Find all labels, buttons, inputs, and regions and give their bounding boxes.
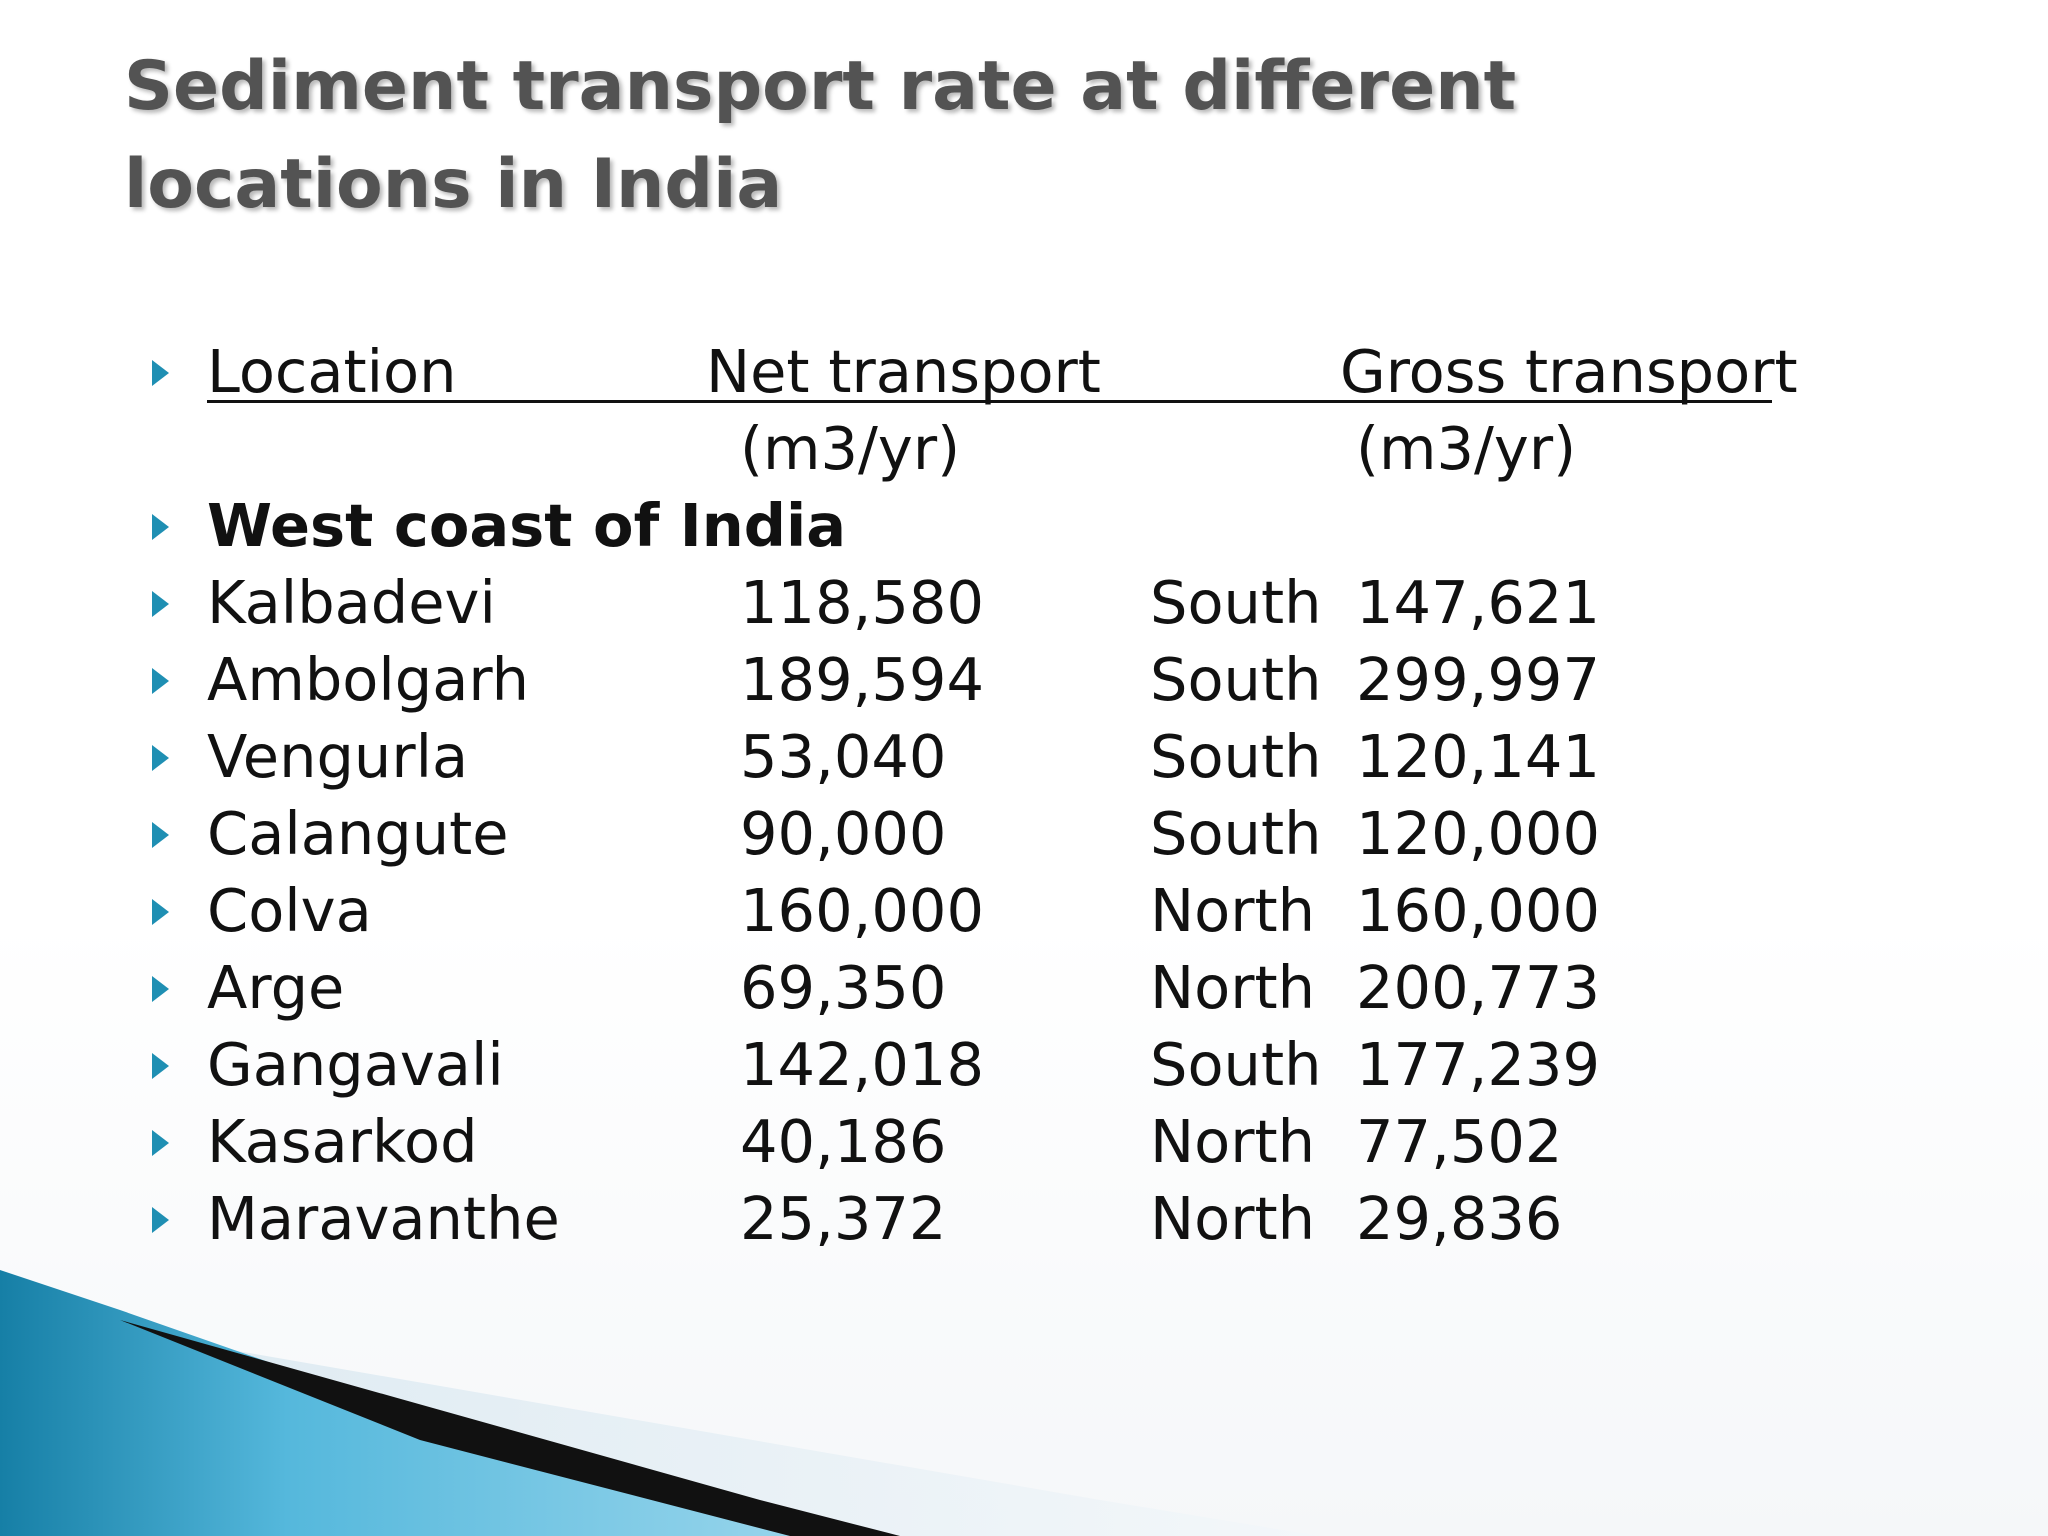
location-cell: Maravanthe — [207, 1184, 560, 1253]
triangle-bullet-icon — [152, 1053, 169, 1079]
gross-transport-cell: 177,239 — [1356, 1030, 1600, 1099]
table-row: Maravanthe 25,372 North 29,836 — [0, 1180, 2048, 1258]
gross-transport-cell: 29,836 — [1356, 1184, 1563, 1253]
direction-cell: South — [1150, 1030, 1322, 1099]
triangle-bullet-icon — [152, 745, 169, 771]
header-row: Location Net transport Gross transport — [0, 333, 2048, 411]
net-transport-cell: 40,186 — [740, 1107, 947, 1176]
gross-transport-cell: 120,000 — [1356, 799, 1600, 868]
header-underline — [207, 400, 1772, 403]
triangle-bullet-icon — [152, 668, 169, 694]
section-row: West coast of India — [0, 487, 2048, 565]
header-net-transport: Net transport — [706, 337, 1101, 406]
triangle-bullet-icon — [152, 360, 169, 386]
triangle-bullet-icon — [152, 899, 169, 925]
net-transport-cell: 90,000 — [740, 799, 947, 868]
gross-transport-cell: 77,502 — [1356, 1107, 1563, 1176]
location-cell: Ambolgarh — [207, 645, 529, 714]
direction-cell: North — [1150, 1184, 1316, 1253]
blue-wave-shape — [0, 1270, 820, 1536]
triangle-bullet-icon — [152, 976, 169, 1002]
direction-cell: South — [1150, 799, 1322, 868]
net-transport-cell: 142,018 — [740, 1030, 984, 1099]
direction-cell: North — [1150, 1107, 1316, 1176]
direction-cell: South — [1150, 645, 1322, 714]
gross-transport-cell: 299,997 — [1356, 645, 1600, 714]
table-row: Vengurla 53,040 South 120,141 — [0, 718, 2048, 796]
triangle-bullet-icon — [152, 591, 169, 617]
table-row: Kasarkod 40,186 North 77,502 — [0, 1103, 2048, 1181]
triangle-bullet-icon — [152, 822, 169, 848]
table-row: Colva 160,000 North 160,000 — [0, 872, 2048, 950]
direction-cell: North — [1150, 876, 1316, 945]
table-row: Arge 69,350 North 200,773 — [0, 949, 2048, 1027]
net-transport-cell: 189,594 — [740, 645, 984, 714]
location-cell: Arge — [207, 953, 345, 1022]
decorative-wave-graphic — [0, 1270, 1320, 1536]
table-row: Ambolgarh 189,594 South 299,997 — [0, 641, 2048, 719]
direction-cell: South — [1150, 722, 1322, 791]
gross-transport-cell: 147,621 — [1356, 568, 1600, 637]
header-gross-transport: Gross transport — [1340, 337, 1798, 406]
net-transport-cell: 53,040 — [740, 722, 947, 791]
net-transport-cell: 118,580 — [740, 568, 984, 637]
gross-transport-cell: 200,773 — [1356, 953, 1600, 1022]
location-cell: Kalbadevi — [207, 568, 496, 637]
net-transport-cell: 69,350 — [740, 953, 947, 1022]
triangle-bullet-icon — [152, 514, 169, 540]
location-cell: Vengurla — [207, 722, 469, 791]
header-gross-unit: (m3/yr) — [1356, 414, 1577, 483]
net-transport-cell: 25,372 — [740, 1184, 947, 1253]
header-location: Location — [207, 337, 457, 406]
location-cell: Kasarkod — [207, 1107, 478, 1176]
gross-transport-cell: 120,141 — [1356, 722, 1600, 791]
header-net-unit: (m3/yr) — [740, 414, 961, 483]
slide-title: Sediment transport rate at different loc… — [124, 47, 1517, 224]
net-transport-cell: 160,000 — [740, 876, 984, 945]
direction-cell: North — [1150, 953, 1316, 1022]
triangle-bullet-icon — [152, 1207, 169, 1233]
header-unit-row: (m3/yr) (m3/yr) — [0, 410, 2048, 488]
location-cell: Colva — [207, 876, 372, 945]
location-cell: Calangute — [207, 799, 509, 868]
location-cell: Gangavali — [207, 1030, 504, 1099]
section-label: West coast of India — [207, 491, 847, 560]
table-row: Gangavali 142,018 South 177,239 — [0, 1026, 2048, 1104]
table-row: Calangute 90,000 South 120,000 — [0, 795, 2048, 873]
table-row: Kalbadevi 118,580 South 147,621 — [0, 564, 2048, 642]
triangle-bullet-icon — [152, 1130, 169, 1156]
gross-transport-cell: 160,000 — [1356, 876, 1600, 945]
direction-cell: South — [1150, 568, 1322, 637]
